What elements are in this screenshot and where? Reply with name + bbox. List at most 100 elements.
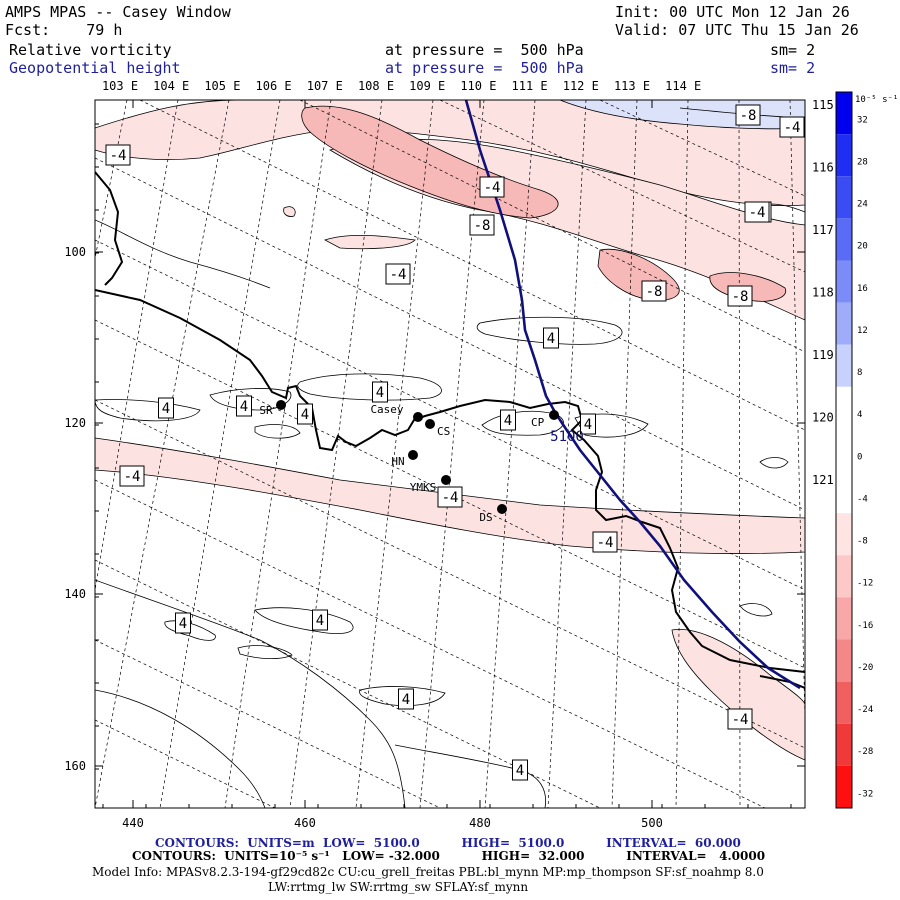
contour-label: 4: [158, 397, 174, 419]
colorbar-label: 24: [857, 200, 868, 210]
field2-name: Geopotential height: [9, 59, 181, 77]
colorbar-segment: [836, 92, 852, 135]
top-lon-label: 108 E: [358, 79, 394, 93]
svg-text:-4: -4: [597, 535, 614, 551]
svg-text:4: 4: [402, 692, 410, 708]
svg-text:4: 4: [516, 763, 524, 779]
map-plot-area: [95, 100, 805, 808]
contour-label: -4: [119, 465, 145, 487]
vorticity-blob-small: [283, 206, 296, 217]
contour-labels: -4-8-4-8-4-8-8-4-844444444-4-4-44444-4-4…: [105, 104, 805, 781]
contour-label: -4: [385, 263, 411, 285]
colorbar-label: 32: [857, 115, 868, 125]
vorticity-contour-info: CONTOURS: UNITS=10⁻⁵ s⁻¹ LOW= -32.000 HI…: [132, 849, 766, 863]
plot-frame: [94, 99, 806, 809]
y-tick-label: 160: [64, 759, 86, 773]
contour-label: -4: [437, 486, 463, 508]
x-tick-label: 440: [122, 816, 144, 830]
init-time: Init: 00 UTC Mon 12 Jan 26: [615, 3, 850, 21]
colorbar-segment: [836, 513, 852, 556]
colorbar-label: 4: [857, 410, 862, 420]
geopotential-height-contour: [464, 100, 801, 690]
station-casey: Casey: [370, 403, 423, 422]
svg-text:4: 4: [240, 399, 248, 415]
contour-label: 4: [372, 381, 388, 403]
colorbar-segment: [836, 597, 852, 640]
colorbar-segment: [836, 260, 852, 303]
colorbar-frame: [835, 91, 853, 809]
vorticity-band-mid: [323, 234, 416, 250]
height-contour-label: 5100: [550, 429, 584, 445]
top-longitude-labels: 103 E 104 E 105 E 106 E 107 E 108 E 109 E 110 E…: [102, 79, 701, 93]
station-ymks: YMKS: [410, 475, 451, 494]
contour-label: 4: [500, 409, 516, 431]
top-lon-label: 113 E: [614, 79, 650, 93]
colorbar-segment: [836, 639, 852, 682]
svg-text:SR: SR: [259, 404, 273, 417]
vorticity-band-north: [95, 100, 805, 206]
svg-text:-4: -4: [124, 469, 141, 485]
colorbar-label: -12: [857, 579, 873, 589]
colorbar-segment: [836, 555, 852, 598]
contour-label: -4: [744, 201, 770, 223]
contour-label: 4: [543, 327, 559, 349]
station-cp: CP: [531, 410, 559, 429]
x-tick-label: 460: [294, 816, 316, 830]
contour-label: 4: [297, 403, 313, 425]
colorbar-segment: [836, 471, 852, 514]
x-axis: 440 460 480 500: [102, 100, 792, 830]
valid-time: Valid: 07 UTC Thu 15 Jan 26: [615, 21, 859, 39]
colorbar: 32 28 24 20 16 12 8 4 0 -4 -8 -12 -16 -20 -24 -28 -32 10⁻…: [835, 91, 898, 809]
top-lon-label: 114 E: [665, 79, 701, 93]
y-axis: 100 120 140 160: [64, 123, 805, 773]
top-lon-label: 105 E: [204, 79, 240, 93]
svg-text:-4: -4: [110, 148, 127, 164]
colorbar-label: -28: [857, 747, 873, 757]
height-contour-info: CONTOURS: UNITS=m LOW= 5100.0 HIGH= 5100…: [155, 836, 741, 850]
plot-title: AMPS MPAS -- Casey Window: [5, 3, 231, 21]
colorbar-label: 20: [857, 242, 868, 252]
svg-text:-4: -4: [732, 712, 749, 728]
contour-label: -8: [735, 104, 761, 126]
x-tick-label: 500: [641, 816, 663, 830]
svg-text:4: 4: [504, 413, 512, 429]
contour-label: -8: [641, 280, 667, 302]
svg-text:Casey: Casey: [370, 403, 403, 416]
svg-text:-8: -8: [740, 108, 757, 124]
contour-label: -4: [105, 144, 131, 166]
station-ds: DS: [479, 504, 507, 524]
contour-label: -4: [779, 116, 805, 138]
field1-smoothing: sm= 2: [770, 41, 816, 59]
colorbar-label: 0: [857, 452, 862, 462]
svg-text:-8: -8: [474, 218, 491, 234]
svg-text:4: 4: [376, 385, 384, 401]
svg-text:DS: DS: [479, 511, 492, 524]
colorbar-segment: [836, 344, 852, 387]
contour-label: -8: [727, 285, 753, 307]
y-tick-label: 140: [64, 587, 86, 601]
svg-text:-4: -4: [784, 120, 801, 136]
y-tick-label: 100: [64, 245, 86, 259]
svg-text:4: 4: [179, 616, 187, 632]
top-lon-label: 103 E: [102, 79, 138, 93]
forecast-hour: Fcst: 79 h: [5, 21, 123, 39]
colorbar-segment: [836, 134, 852, 177]
top-lon-label: 112 E: [563, 79, 599, 93]
model-info-physics: LW:rrtmg_lw SW:rrtmg_sw SFLAY:sf_mynn: [268, 880, 529, 894]
contour-label: 4: [512, 759, 528, 781]
contour-label: 4: [580, 413, 596, 435]
svg-text:-8: -8: [732, 289, 749, 305]
colorbar-label: 16: [857, 284, 868, 294]
svg-text:CP: CP: [531, 416, 545, 429]
colorbar-unit: 10⁻⁵ s⁻¹: [855, 95, 898, 105]
svg-text:4: 4: [301, 407, 309, 423]
colorbar-label: -32: [857, 789, 873, 799]
contour-label: -4: [592, 531, 618, 553]
svg-text:4: 4: [547, 331, 555, 347]
contour-label: 4: [398, 688, 414, 710]
colorbar-label: -4: [857, 494, 868, 504]
field2-level: at pressure = 500 hPa: [385, 59, 584, 77]
contour-label: 4: [175, 612, 191, 634]
colorbar-segment: [836, 723, 852, 766]
model-info: Model Info: MPASv8.2.3-194-gf29cd82c CU:…: [92, 865, 764, 879]
